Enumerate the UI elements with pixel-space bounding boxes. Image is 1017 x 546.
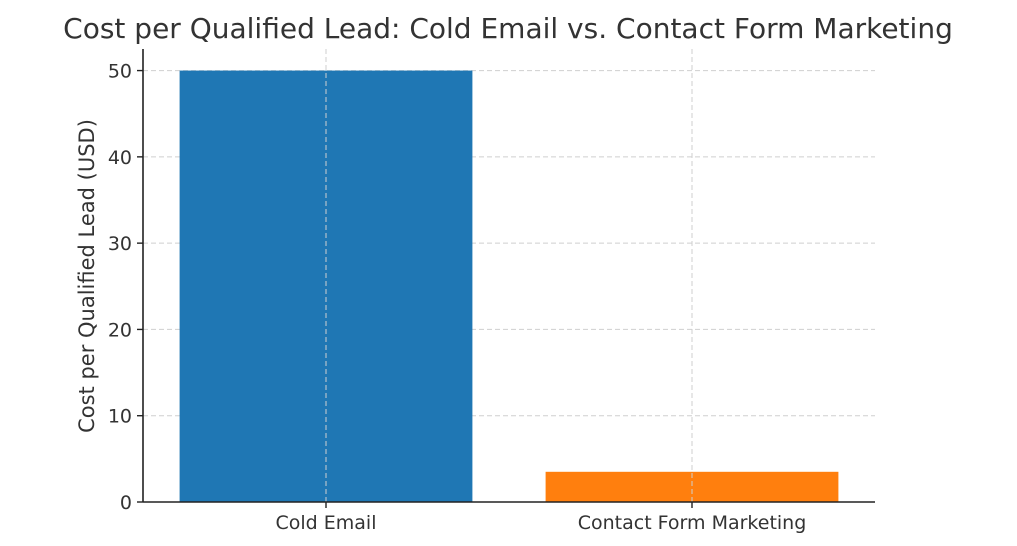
y-tick-label: 20 xyxy=(108,319,132,341)
y-tick-label: 40 xyxy=(108,147,132,169)
y-ticks: 0 10 20 30 40 50 xyxy=(108,61,143,514)
x-ticks: Cold Email Contact Form Marketing xyxy=(276,502,807,534)
x-tick-label: Contact Form Marketing xyxy=(578,512,807,534)
chart-title: Cost per Qualified Lead: Cold Email vs. … xyxy=(63,12,953,45)
y-tick-label: 10 xyxy=(108,406,132,428)
y-tick-label: 0 xyxy=(120,492,132,514)
x-tick-label: Cold Email xyxy=(276,512,377,534)
y-tick-label: 30 xyxy=(108,233,132,255)
axes xyxy=(142,49,875,503)
y-tick-label: 50 xyxy=(108,61,132,83)
category-grid-lines xyxy=(325,49,693,502)
bars xyxy=(179,70,839,503)
y-axis-label: Cost per Qualified Lead (USD) xyxy=(75,119,99,433)
bar-cold-email xyxy=(179,70,473,503)
